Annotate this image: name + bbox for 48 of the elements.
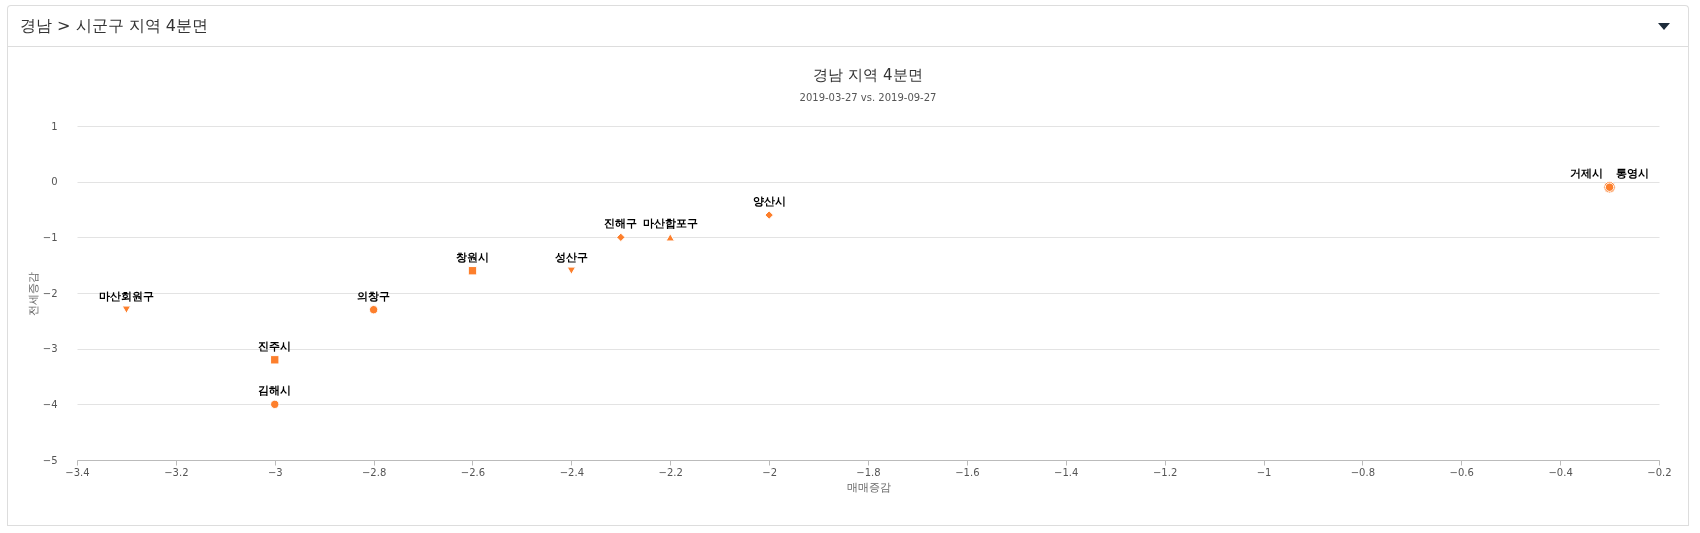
- point: [270, 399, 280, 410]
- x-tick-label: −2.6: [460, 466, 486, 478]
- x-tick-label: −1.6: [955, 466, 980, 478]
- y-tick-label: −4: [42, 398, 58, 410]
- x-tick-label: −0.8: [1350, 466, 1376, 478]
- x-tick-label: −1.4: [1054, 466, 1079, 478]
- series-label: 마산합포구: [642, 217, 698, 231]
- series-label: 창원시: [456, 250, 489, 264]
- x-tick-label: −0.4: [1548, 466, 1573, 478]
- x-tick-label: −2.2: [658, 466, 683, 478]
- point: [665, 233, 675, 242]
- x-tick-label: −2: [762, 466, 777, 478]
- text: 경남 > 시군구 지역 4분면: [20, 16, 208, 37]
- x-tick-label: −2.8: [361, 466, 387, 478]
- point: [368, 305, 379, 315]
- x-axis-title: 매매증감: [846, 480, 891, 494]
- series-label: 의창구: [357, 289, 391, 303]
- series-label: 성산구: [554, 250, 588, 264]
- x-tick-label: −1.8: [856, 466, 881, 478]
- chart-subtitle: 2019-03-27 vs. 2019-09-27: [799, 92, 937, 103]
- x-tick-label: −0.6: [1449, 466, 1474, 478]
- chart-title: 경남 지역 4분면: [813, 66, 923, 84]
- y-tick-label: −3: [42, 343, 58, 355]
- x-tick-label: −0.2: [1647, 466, 1672, 478]
- point: [467, 266, 478, 276]
- x-tick-label: −3.4: [65, 466, 90, 478]
- point: [566, 266, 577, 275]
- y-tick-label: −1: [42, 231, 58, 243]
- x-tick-label: −3: [267, 466, 283, 478]
- series-label: 양산시: [752, 195, 786, 209]
- series-label: 김해시: [258, 384, 292, 398]
- x-tick-label: −2.4: [559, 466, 585, 478]
- y-tick-label: 1: [51, 120, 58, 132]
- x-tick-label: −3.2: [164, 466, 189, 478]
- series-label: 통영시: [1616, 167, 1650, 181]
- y-tick-label: −2: [42, 287, 58, 299]
- y-tick-label: −5: [42, 454, 58, 466]
- y-axis-title: 전세증감: [26, 271, 40, 316]
- y-tick-label: 0: [51, 176, 58, 188]
- x-tick-label: −1: [1256, 466, 1272, 478]
- point: [270, 355, 280, 365]
- series-label: 마산회원구: [98, 289, 154, 303]
- series-label: 진주시: [258, 339, 292, 353]
- x-tick-label: −1.2: [1152, 466, 1178, 478]
- series-label: 거제시: [1570, 167, 1604, 181]
- point: [616, 232, 626, 243]
- point: [764, 210, 774, 220]
- series-label: 진해구: [604, 217, 638, 231]
